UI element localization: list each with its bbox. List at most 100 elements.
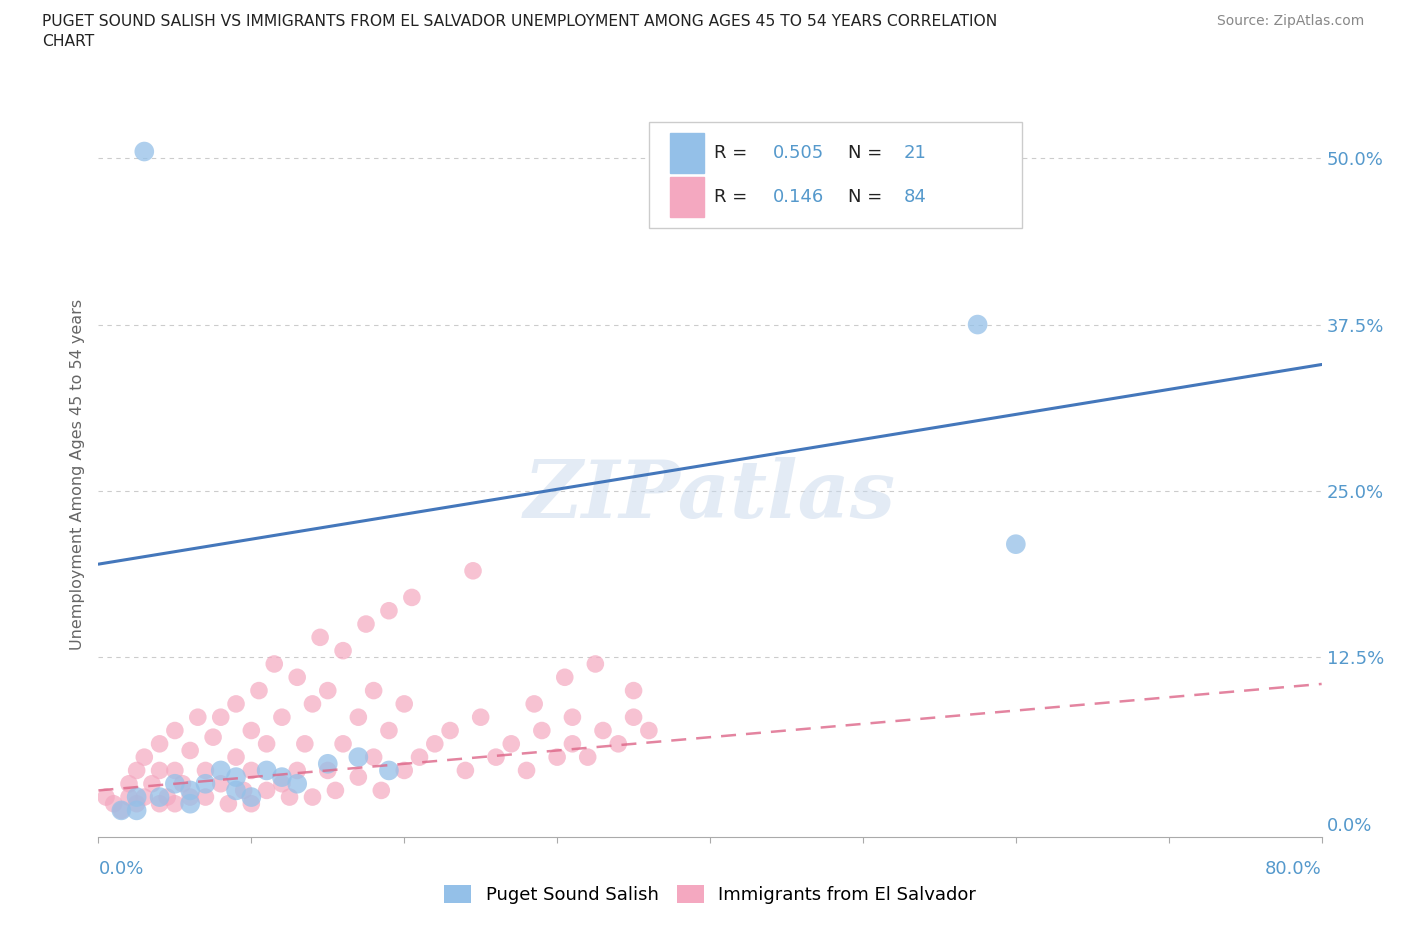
Point (592, 724, 614, 738)
Point (363, 750, 385, 764)
Point (125, 796, 148, 811)
Point (225, 697, 247, 711)
Point (461, 564, 484, 578)
Point (118, 790, 141, 804)
Point (179, 743, 201, 758)
Point (118, 777, 141, 791)
Point (179, 783, 201, 798)
FancyBboxPatch shape (650, 123, 1022, 228)
Point (454, 763, 477, 777)
Point (125, 803, 148, 817)
Point (966, 317, 988, 332)
Point (156, 790, 179, 804)
Point (423, 737, 446, 751)
Point (623, 710, 645, 724)
Point (256, 783, 278, 798)
Point (637, 724, 661, 738)
Point (347, 750, 370, 764)
Point (392, 763, 416, 777)
Point (270, 710, 292, 724)
Point (141, 777, 163, 791)
Point (225, 783, 247, 798)
Text: R =: R = (714, 188, 752, 206)
Point (179, 790, 201, 804)
Point (392, 697, 416, 711)
Point (363, 684, 385, 698)
Point (378, 724, 401, 738)
Point (470, 710, 492, 724)
Text: 84: 84 (903, 188, 927, 206)
Point (103, 796, 125, 811)
Point (149, 763, 172, 777)
Y-axis label: Unemployment Among Ages 45 to 54 years: Unemployment Among Ages 45 to 54 years (70, 299, 86, 650)
Point (94, 790, 117, 804)
Point (194, 790, 217, 804)
Text: 21: 21 (903, 144, 927, 162)
Point (332, 644, 354, 658)
Point (225, 750, 247, 764)
Point (256, 737, 278, 751)
Point (134, 790, 156, 804)
Point (301, 697, 323, 711)
Point (285, 777, 308, 791)
Point (523, 697, 546, 711)
Text: Source: ZipAtlas.com: Source: ZipAtlas.com (1216, 14, 1364, 28)
Point (232, 783, 254, 798)
Point (378, 763, 401, 777)
Text: R =: R = (714, 144, 752, 162)
Text: 0.505: 0.505 (772, 144, 824, 162)
Point (325, 783, 347, 798)
Point (309, 630, 332, 644)
Point (225, 770, 247, 785)
Point (332, 737, 354, 751)
Point (623, 684, 645, 698)
Point (554, 670, 576, 684)
Point (561, 710, 583, 724)
Text: N =: N = (848, 188, 889, 206)
Point (240, 724, 263, 738)
Point (149, 790, 172, 804)
Point (163, 777, 186, 791)
Point (439, 724, 461, 738)
Point (316, 684, 339, 698)
Point (301, 790, 323, 804)
Text: 80.0%: 80.0% (1265, 860, 1322, 878)
Point (354, 617, 377, 631)
Point (209, 777, 232, 791)
Point (530, 724, 553, 738)
Point (110, 803, 132, 817)
Point (546, 750, 568, 764)
Point (134, 750, 156, 764)
Point (285, 763, 308, 777)
Point (1004, 537, 1026, 551)
Point (240, 763, 263, 777)
Point (294, 737, 316, 751)
Point (347, 770, 370, 785)
Point (347, 710, 370, 724)
Text: 0.146: 0.146 (772, 188, 824, 206)
Point (278, 790, 301, 804)
Point (370, 783, 392, 798)
Point (316, 763, 339, 777)
Text: N =: N = (848, 144, 889, 162)
Point (285, 670, 308, 684)
Point (270, 770, 292, 785)
Point (149, 737, 172, 751)
Point (209, 710, 232, 724)
Point (378, 604, 401, 618)
Point (217, 796, 239, 811)
Point (501, 737, 523, 751)
Point (209, 763, 232, 777)
Point (240, 796, 263, 811)
Point (270, 777, 292, 791)
Point (163, 796, 186, 811)
Point (263, 657, 285, 671)
Point (247, 684, 270, 698)
Point (187, 710, 209, 724)
Bar (669, 133, 704, 173)
Point (194, 763, 217, 777)
Text: ZIPatlas: ZIPatlas (524, 458, 896, 535)
Point (194, 777, 217, 791)
Text: 0.0%: 0.0% (98, 860, 143, 878)
Point (561, 737, 583, 751)
